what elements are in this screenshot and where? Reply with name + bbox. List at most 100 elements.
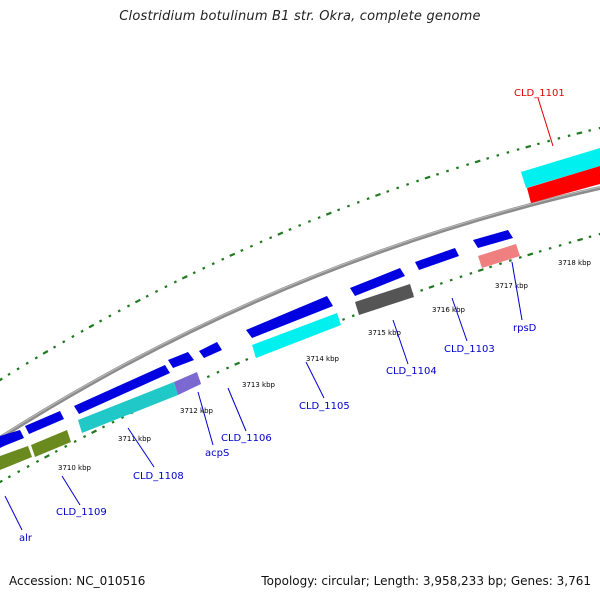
major-tick (42, 350, 49, 355)
minor-tick (111, 420, 115, 424)
minor-tick (259, 240, 263, 244)
minor-tick (459, 275, 463, 279)
leader-cld-1103 (451, 297, 468, 342)
minor-tick (206, 375, 210, 379)
kbp-label-3715: 3715 kbp (368, 329, 402, 337)
minor-tick (17, 470, 21, 474)
minor-tick (469, 271, 473, 275)
major-tick (234, 361, 241, 366)
minor-tick (64, 444, 68, 448)
minor-tick (269, 236, 273, 240)
minor-tick (420, 288, 424, 292)
minor-tick (101, 425, 106, 429)
minor-tick (588, 129, 592, 132)
gene-bar-cyan (78, 382, 178, 433)
minor-tick (568, 241, 572, 244)
kbp-label-3713: 3713 kbp (242, 381, 276, 389)
minor-tick (54, 449, 58, 453)
gene-bar-cyan (521, 148, 600, 188)
minor-tick (298, 223, 302, 227)
major-tick (88, 323, 95, 329)
major-tick (181, 275, 188, 280)
major-tick (428, 284, 435, 289)
minor-tick (466, 163, 470, 167)
kbp-label-3714: 3714 kbp (306, 355, 340, 363)
gene-bar-cyan (252, 313, 341, 358)
kbp-label-3717: 3717 kbp (495, 282, 529, 290)
minor-tick (341, 317, 346, 321)
major-tick (277, 231, 284, 236)
minor-tick (240, 248, 244, 252)
minor-tick (317, 216, 321, 220)
leader-cld-1101 (537, 97, 554, 147)
inner-tick-ring (0, 232, 600, 484)
minor-tick (406, 182, 410, 186)
minor-tick (538, 249, 542, 253)
major-tick (577, 237, 583, 242)
minor-tick (356, 200, 360, 204)
minor-tick (386, 189, 390, 193)
minor-tick (173, 280, 177, 284)
minor-tick (557, 136, 561, 140)
gene-label-cld-1103: CLD_1103 (444, 344, 495, 355)
major-tick (134, 298, 141, 304)
genome-backbone-highlight (0, 186, 600, 438)
minor-tick (337, 208, 341, 212)
minor-tick (34, 356, 38, 360)
gene-arrow (74, 365, 170, 414)
gene-labels: CLD_1101 rpsD CLD_1103 CLD_1104 CLD_1105… (19, 88, 565, 544)
leader-cld-1104 (392, 319, 409, 365)
minor-tick (108, 314, 112, 318)
minor-tick (506, 151, 510, 154)
major-tick (576, 131, 583, 135)
minor-tick (536, 142, 540, 146)
leader-cld-1106 (227, 387, 247, 432)
minor-tick (598, 232, 600, 236)
leader-alr (4, 495, 23, 531)
genome-backbone (0, 186, 600, 440)
kbp-label-3710: 3710 kbp (58, 464, 92, 472)
minor-tick (416, 179, 420, 183)
kbp-label-3712: 3712 kbp (180, 407, 214, 415)
major-tick (477, 268, 484, 273)
minor-tick (26, 464, 30, 469)
gene-arrow (168, 352, 194, 368)
major-tick (43, 454, 50, 459)
leader-cld-1105 (305, 361, 325, 399)
minor-tick (518, 256, 522, 259)
kbp-labels: 3710 kbp 3711 kbp 3712 kbp 3713 kbp 3714… (58, 259, 592, 472)
minor-tick (73, 439, 77, 443)
minor-tick (225, 366, 230, 370)
map-title: Clostridium botulinum B1 str. Okra, comp… (119, 9, 481, 24)
minor-tick (366, 197, 370, 201)
leader-cld-1109 (61, 475, 81, 506)
major-tick (527, 252, 534, 257)
minor-tick (486, 156, 490, 160)
gene-bar-olive (0, 446, 32, 470)
gene-bar-olive (31, 430, 71, 457)
minor-tick (346, 204, 351, 208)
minor-tick (516, 148, 520, 151)
minor-tick (439, 281, 443, 285)
minor-tick (567, 134, 571, 138)
gene-label-acps: acpS (205, 448, 229, 459)
gene-arrow (246, 296, 333, 338)
minor-tick (489, 265, 493, 269)
forward-strand-genes (0, 148, 600, 448)
gene-label-alr: alr (19, 533, 33, 544)
minor-tick (449, 278, 453, 282)
minor-tick (192, 271, 196, 275)
minor-tick (25, 361, 29, 365)
leader-rpsd (511, 261, 523, 321)
minor-tick (508, 259, 512, 262)
minor-tick (52, 345, 57, 349)
kbp-label-3718: 3718 kbp (558, 259, 592, 267)
minor-tick (120, 415, 125, 419)
major-tick (474, 159, 481, 164)
minor-tick (71, 334, 75, 339)
minor-tick (288, 227, 292, 232)
major-tick (375, 192, 381, 197)
minor-tick (98, 319, 103, 323)
major-tick (229, 252, 236, 257)
